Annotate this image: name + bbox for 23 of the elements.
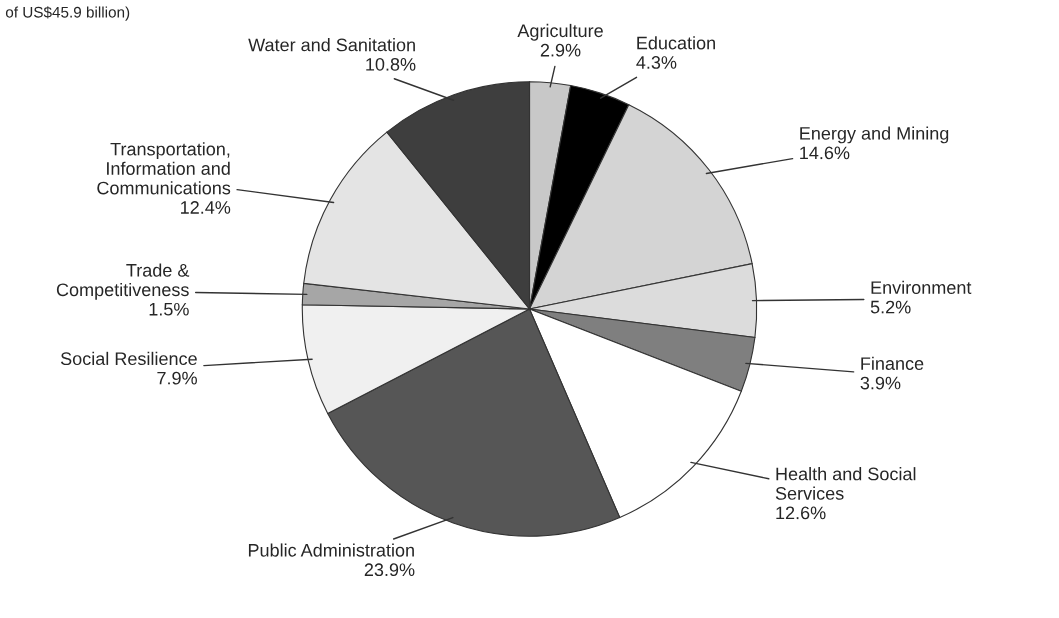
slice-label: Agriculture	[517, 23, 603, 41]
slice-label: Public Administration	[248, 543, 414, 557]
slice-label: Trade & Competitiveness	[56, 263, 190, 300]
chart-subtitle: of US$45.9 billion)	[5, 6, 130, 21]
data-label: 10.8%	[366, 57, 416, 71]
data-label: 12.6%	[776, 506, 826, 520]
slice-label: Transportation, Information and Communications	[97, 142, 231, 195]
slice-label: Health and Social Services	[775, 467, 916, 500]
slice-label: Environment	[871, 280, 972, 295]
data-label: 4.3%	[636, 56, 677, 69]
slice-label: Social Resilience	[60, 351, 197, 366]
data-label: 23.9%	[364, 563, 415, 577]
data-label: 12.4%	[181, 201, 231, 214]
slice-label: Education	[637, 36, 715, 50]
data-label: 3.9%	[860, 376, 901, 390]
slice-label: Finance	[861, 356, 924, 370]
slice-label: Water and Sanitation	[248, 38, 415, 52]
data-label: 1.5%	[149, 302, 189, 316]
data-label: 7.9%	[157, 371, 197, 385]
slice-label: Energy and Mining	[800, 126, 949, 144]
data-label: 5.2%	[870, 300, 911, 314]
data-label: 2.9%	[540, 43, 581, 57]
data-label: 14.6%	[800, 146, 850, 160]
